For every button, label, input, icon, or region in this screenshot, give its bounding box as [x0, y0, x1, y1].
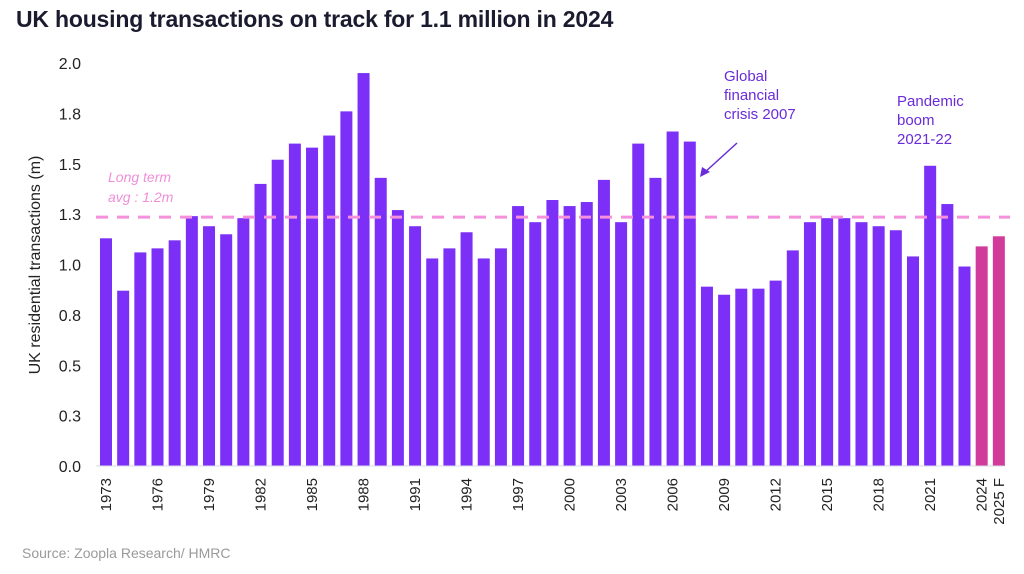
average-label-line1: Long term [108, 169, 171, 185]
bar-1988 [357, 73, 370, 466]
bar-2020 [906, 256, 919, 466]
x-tick-label: 2003 [613, 478, 630, 511]
bar-2013 [786, 250, 799, 466]
x-tick-label: 2009 [716, 478, 733, 511]
x-tick-label: 2012 [768, 478, 785, 511]
bar-2015 [821, 218, 834, 466]
y-tick-label: 1.8 [59, 106, 81, 123]
bar-2017 [855, 222, 868, 466]
annotations: Global financial crisis 2007 Pandemic boom 20… [700, 68, 964, 177]
bar-2022 [941, 204, 954, 467]
bar-2012 [769, 280, 782, 466]
bar-2001 [580, 202, 593, 466]
y-tick-label: 0.3 [59, 409, 81, 426]
bar-1973 [100, 238, 112, 466]
arrow-head-icon [700, 167, 710, 177]
bar-1991 [409, 226, 422, 466]
bar-2019 [889, 230, 902, 466]
y-tick-label: 0.5 [59, 358, 81, 375]
bar-1986 [323, 135, 336, 467]
y-axis-label: UK residential transactions (m) [27, 156, 44, 375]
x-tick-label: 1979 [201, 478, 218, 511]
bar-1990 [391, 210, 404, 466]
y-tick-label: 1.5 [59, 157, 81, 174]
bar-1977 [168, 240, 181, 466]
bar-1985 [306, 147, 319, 466]
bar-1983 [271, 159, 284, 466]
x-tick-label: 1982 [253, 478, 270, 511]
bar-2025-f [992, 236, 1005, 466]
x-tick-label: 2018 [871, 478, 888, 511]
annotation-text: Global [724, 68, 767, 85]
bar-1992 [426, 258, 439, 466]
x-tick-label: 2021 [922, 478, 939, 511]
bar-1997 [512, 206, 525, 466]
bar-1989 [374, 177, 387, 467]
bar-1981 [237, 218, 250, 466]
bar-1984 [288, 143, 301, 466]
bar-2005 [649, 177, 662, 467]
bar-1976 [151, 248, 164, 466]
x-tick-label: 2015 [819, 478, 836, 511]
bar-1987 [340, 111, 353, 467]
annotation-arrow [703, 142, 738, 174]
average-label-line2: avg : 1.2m [108, 189, 174, 205]
bar-2002 [597, 179, 610, 466]
x-tick-label: 1973 [98, 478, 115, 511]
bar-1979 [203, 226, 216, 466]
bar-1982 [254, 183, 267, 466]
x-tick-label: 1991 [407, 478, 424, 511]
x-tick-label: 2006 [665, 478, 682, 511]
annotation-text: financial [724, 87, 779, 104]
y-tick-label: 1.3 [59, 207, 81, 224]
bar-2007 [683, 141, 696, 466]
bar-1993 [443, 248, 456, 466]
bar-2003 [615, 222, 628, 466]
bar-2023 [958, 266, 971, 466]
bar-1995 [477, 258, 490, 466]
bar-2021 [924, 165, 937, 466]
chart-title: UK housing transactions on track for 1.1… [16, 6, 614, 32]
y-tick-label: 0.8 [59, 308, 81, 325]
annotation-text: Pandemic [897, 93, 964, 110]
x-tick-label: 1985 [304, 478, 321, 511]
annotation-text: crisis 2007 [724, 106, 796, 123]
annotation-text: 2021-22 [897, 131, 952, 148]
bars [100, 73, 1005, 467]
x-tick-label: 1997 [510, 478, 527, 511]
bar-1980 [220, 234, 233, 466]
bar-1994 [460, 232, 473, 466]
bar-2008 [700, 286, 713, 466]
y-tick-label: 0.0 [59, 459, 81, 476]
bar-1974 [117, 290, 130, 466]
x-tick-label: 1988 [356, 478, 373, 511]
bar-2014 [803, 222, 816, 466]
bar-1999 [546, 200, 559, 466]
bar-2018 [872, 226, 885, 466]
bar-2016 [838, 218, 851, 466]
bar-2000 [563, 206, 576, 466]
bar-2009 [718, 294, 731, 466]
x-tick-label: 2025 F [991, 478, 1008, 525]
bar-1996 [494, 248, 507, 466]
annotation-text: boom [897, 112, 935, 129]
x-axis: 1973 1976 1979 1982 1985 1988 1991 1994 1997 2000… [98, 478, 1008, 525]
bar-2006 [666, 131, 679, 466]
x-tick-label: 1976 [150, 478, 167, 511]
bar-2004 [632, 143, 645, 466]
y-axis: 0.0 0.3 0.5 0.8 1.0 1.3 1.5 1.8 2.0 [59, 56, 81, 476]
bar-1978 [185, 216, 198, 466]
bar-2024 [975, 246, 988, 466]
x-tick-label: 1994 [459, 478, 476, 511]
x-tick-label: 2024 [974, 478, 991, 511]
bar-1975 [134, 252, 147, 466]
y-tick-label: 2.0 [59, 56, 81, 73]
y-tick-label: 1.0 [59, 258, 81, 275]
x-tick-label: 2000 [562, 478, 579, 511]
bar-2010 [735, 288, 748, 466]
bar-1998 [529, 222, 542, 466]
bar-2011 [752, 288, 765, 466]
source-note: Source: Zoopla Research/ HMRC [22, 545, 231, 561]
